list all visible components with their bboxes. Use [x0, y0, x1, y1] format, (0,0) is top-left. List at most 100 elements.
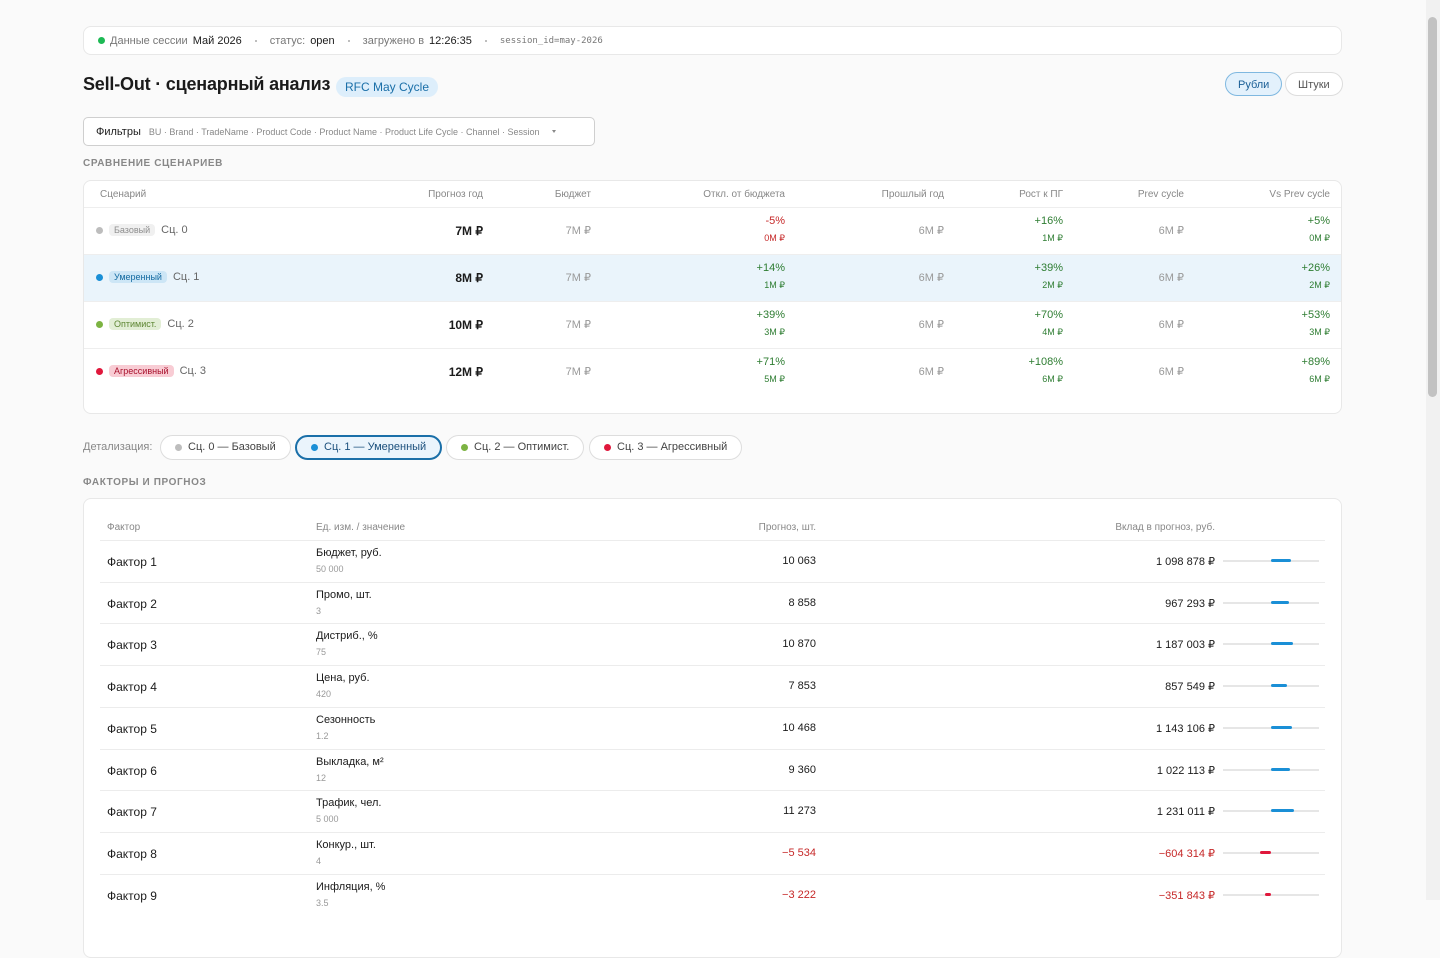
- factor-name: Фактор 9: [107, 888, 157, 903]
- scenario-row[interactable]: Умеренный Сц. 1 8M ₽ 7M ₽ +14% 1M ₽ 6M ₽ +39% 2M…: [84, 254, 1341, 302]
- scenario-tag: Базовый: [109, 224, 156, 236]
- delta-percent: +70%: [1034, 309, 1063, 321]
- factor-forecast: 9 360: [788, 763, 816, 776]
- factor-unit: Бюджет, руб.: [316, 547, 382, 559]
- factor-forecast: −3 222: [782, 888, 816, 901]
- caret: [551, 130, 556, 133]
- column-header: Бюджет: [554, 189, 591, 200]
- contribution-track: [1223, 767, 1319, 771]
- scenario-chip[interactable]: Сц. 3 — Агрессивный: [589, 435, 743, 460]
- factor-unit: Сезонность: [316, 713, 376, 726]
- factor-name: Фактор 4: [107, 680, 157, 695]
- delta-abs: 3M ₽: [764, 327, 785, 337]
- delta-abs: 6M ₽: [1042, 374, 1063, 384]
- contribution-label: 1 098 878 ₽: [1156, 556, 1215, 568]
- scenario-row[interactable]: Базовый Сц. 0 7M ₽ 7M ₽ -5% 0M ₽ 6M ₽ +16% 1M ₽ 6…: [84, 207, 1341, 255]
- chip-label: Сц. 0 — Базовый: [188, 441, 276, 453]
- section-title: ФАКТОРЫ И ПРОГНОЗ: [83, 477, 207, 488]
- separator: [347, 39, 350, 42]
- contribution-track: [1223, 725, 1319, 729]
- factor-unit: Инфляция, %: [316, 880, 386, 893]
- factor-unit: Выкладка, м²: [316, 755, 384, 768]
- chip-label: Сц. 1 — Умеренный: [324, 441, 427, 453]
- factor-value: 12: [316, 772, 327, 783]
- scrollbar-thumb[interactable]: [1428, 17, 1437, 397]
- factor-row: Фактор 1 Бюджет, руб. 50 000 10 063 1 098 87…: [100, 540, 1325, 583]
- unit-button[interactable]: Рубли: [1225, 72, 1283, 96]
- scenario-row[interactable]: Агрессивный Сц. 3 12M ₽ 7M ₽ +71% 5M ₽ 6M ₽ +10…: [84, 348, 1341, 396]
- filter-fields: BU · Brand · TradeName · Product Code · …: [148, 126, 540, 137]
- delta-abs: 2M ₽: [1042, 280, 1063, 290]
- factor-name: Фактор 2: [107, 596, 157, 611]
- prev-cycle: 6M ₽: [1158, 366, 1184, 378]
- factor-unit: Цена, руб.: [316, 672, 370, 685]
- contribution-track: [1223, 892, 1319, 896]
- scenario-tag: Умеренный: [109, 271, 167, 283]
- scenario-name: Сц. 0: [161, 224, 188, 236]
- scenario-cell: Агрессивный Сц. 3: [96, 365, 206, 377]
- delta-percent: -5%: [765, 215, 785, 227]
- factor-value: 3.5: [316, 897, 329, 908]
- factor-value: 50 000: [316, 564, 344, 574]
- factor-unit: Конкур., шт.: [316, 838, 376, 851]
- scenario-dot: [96, 273, 103, 281]
- budget: 7M ₽: [565, 319, 591, 331]
- document: Sell-Out {"session":{"label":"Данные сес…: [83, 17, 1437, 958]
- column-header: Вклад в прогноз, руб.: [1115, 522, 1215, 533]
- status-dot: [98, 37, 105, 44]
- column-header: Vs Prev cycle: [1269, 189, 1330, 200]
- detail-label: Детализация:: [83, 441, 153, 453]
- factor-value: 4: [316, 855, 322, 866]
- scenario-name: Сц. 2: [167, 318, 194, 330]
- delta-abs: 3M ₽: [1309, 327, 1330, 337]
- chip-label: Сц. 3 — Агрессивный: [617, 441, 728, 453]
- separator: [254, 39, 257, 42]
- scenario-chip[interactable]: Сц. 0 — Базовый: [160, 435, 291, 460]
- filters[interactable]: Фильтры BU · Brand · TradeName · Product…: [83, 117, 595, 146]
- scenario-cell: Базовый Сц. 0: [96, 224, 188, 236]
- scenario-chip[interactable]: Сц. 1 — Умеренный: [295, 435, 443, 460]
- session-label: Данные сессии: [110, 34, 188, 47]
- factor-table: Фактор Ед. изм. / значение Прогноз, шт. Вкл…: [83, 498, 1342, 958]
- delta-percent: +108%: [1028, 356, 1063, 368]
- session-id: session_id=may-2026: [499, 35, 603, 46]
- delta-abs: 5M ₽: [764, 374, 785, 384]
- prev-cycle: 6M ₽: [1158, 225, 1184, 237]
- factor-unit: Дистриб., %: [316, 630, 378, 643]
- factor-row: Фактор 4 Цена, руб. 420 7 853 857 549 ₽: [100, 665, 1325, 708]
- status: open: [310, 34, 335, 47]
- scenario-row[interactable]: Оптимист. Сц. 2 10M ₽ 7M ₽ +39% 3M ₽ 6M ₽ +70% 4…: [84, 301, 1341, 349]
- delta-percent: +16%: [1034, 215, 1063, 227]
- factor-forecast: 10 870: [782, 638, 816, 651]
- delta-percent: +53%: [1301, 309, 1330, 321]
- column-header: Откл. от бюджета: [703, 189, 785, 200]
- scenario-tag: Оптимист.: [109, 318, 162, 330]
- factor-row: Фактор 8 Конкур., шт. 4 −5 534 −604 314 ₽: [100, 831, 1325, 875]
- column-header: Сценарий: [100, 189, 147, 200]
- unit-button[interactable]: Штуки: [1285, 72, 1343, 96]
- loaded-label: загружено в: [362, 34, 425, 47]
- factor-name: Фактор 1: [107, 555, 157, 569]
- budget: 7M ₽: [565, 272, 591, 284]
- delta-abs: 0M ₽: [764, 233, 785, 243]
- contribution-label: 857 549 ₽: [1165, 681, 1215, 694]
- factor-row: Фактор 7 Трафик, чел. 5 000 11 273 1 231 011…: [100, 790, 1325, 833]
- contribution-bar: [1271, 600, 1289, 604]
- contribution-label: −351 843 ₽: [1158, 889, 1215, 902]
- delta-abs: 6M ₽: [1309, 374, 1330, 384]
- factor-value: 1.2: [316, 730, 329, 741]
- scenario-cell: Оптимист. Сц. 2: [96, 318, 194, 330]
- contribution-bar: [1271, 559, 1292, 562]
- contribution-label: 1 231 011 ₽: [1156, 806, 1215, 819]
- factor-value: 5 000: [316, 814, 339, 825]
- scenario-chip[interactable]: Сц. 2 — Оптимист.: [446, 435, 585, 460]
- contribution-label: 1 022 113 ₽: [1156, 764, 1215, 777]
- last-year: 6M ₽: [918, 366, 944, 378]
- contribution-track: [1223, 642, 1319, 646]
- factor-value: 75: [316, 647, 327, 658]
- factor-value: 420: [316, 689, 332, 700]
- last-year: 6M ₽: [918, 319, 944, 331]
- factor-forecast: 10 063: [782, 555, 816, 567]
- factor-forecast: 11 273: [783, 805, 816, 818]
- session-bar: Данные сессии Май 2026 статус: open загр…: [83, 26, 1342, 55]
